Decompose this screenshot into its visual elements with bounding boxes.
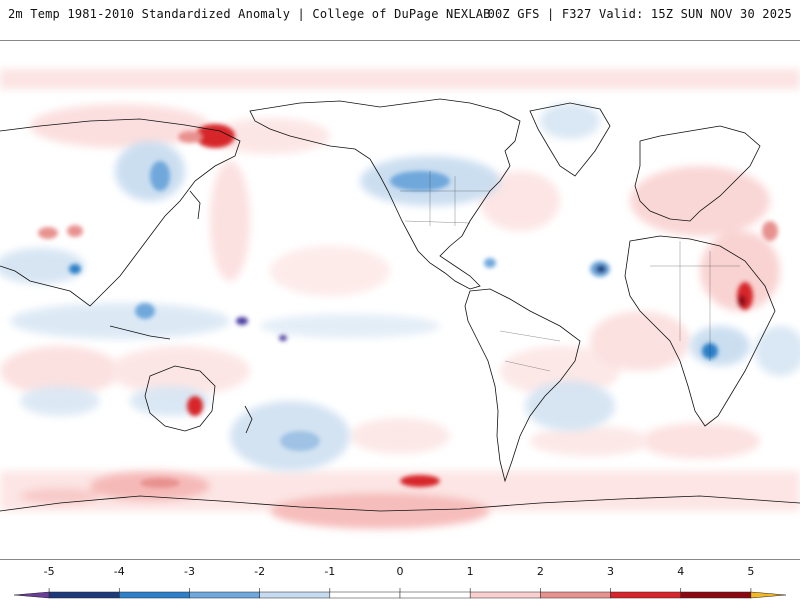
strong-anomaly-layer xyxy=(38,124,778,488)
legend-tick-label: 5 xyxy=(747,565,755,578)
legend-tick-label: 4 xyxy=(677,565,685,578)
map-canvas xyxy=(0,69,800,529)
legend-tick-label: 1 xyxy=(466,565,474,578)
color-scale-legend: -5 -4 -3 -2 -1 0 1 2 3 4 5 xyxy=(0,560,800,600)
legend-tick-label: -2 xyxy=(254,565,266,578)
warm-anomaly-layer xyxy=(0,69,800,529)
legend-tick-label: 3 xyxy=(607,565,615,578)
legend-bin xyxy=(750,591,787,599)
political-borders xyxy=(400,171,740,372)
legend-tick-label: 0 xyxy=(396,565,404,578)
header-bar: 2m Temp 1981-2010 Standardized Anomaly |… xyxy=(0,0,800,40)
legend-bin xyxy=(259,591,331,599)
legend-tick-label: -5 xyxy=(43,565,55,578)
legend-bin xyxy=(610,591,681,599)
legend-tick-label: -1 xyxy=(324,565,336,578)
legend-bin xyxy=(680,591,752,599)
legend-tick-label: -3 xyxy=(183,565,195,578)
color-scale-bar xyxy=(13,588,787,599)
legend-bin xyxy=(540,591,611,599)
anomaly-map xyxy=(0,40,800,560)
legend-bin xyxy=(48,591,120,599)
coastlines xyxy=(0,98,800,512)
map-title: 2m Temp 1981-2010 Standardized Anomaly |… xyxy=(8,7,491,21)
legend-bin xyxy=(469,591,541,599)
legend-tick-label: 2 xyxy=(536,565,544,578)
legend-bin xyxy=(399,591,471,599)
legend-tick-label: -4 xyxy=(113,565,125,578)
model-run-info: 00Z GFS | F327 Valid: 15Z SUN NOV 30 202… xyxy=(487,7,792,21)
legend-bin xyxy=(189,591,260,599)
legend-bin xyxy=(119,591,190,599)
legend-bin xyxy=(13,591,50,599)
legend-bin xyxy=(329,591,401,599)
